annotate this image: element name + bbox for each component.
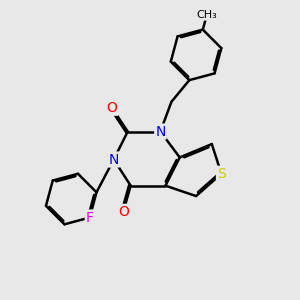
Text: S: S	[217, 167, 226, 181]
Text: CH₃: CH₃	[196, 10, 217, 20]
Text: F: F	[86, 211, 94, 224]
Text: N: N	[109, 152, 119, 167]
Text: O: O	[106, 101, 117, 115]
Text: O: O	[118, 205, 129, 219]
Text: N: N	[155, 124, 166, 139]
